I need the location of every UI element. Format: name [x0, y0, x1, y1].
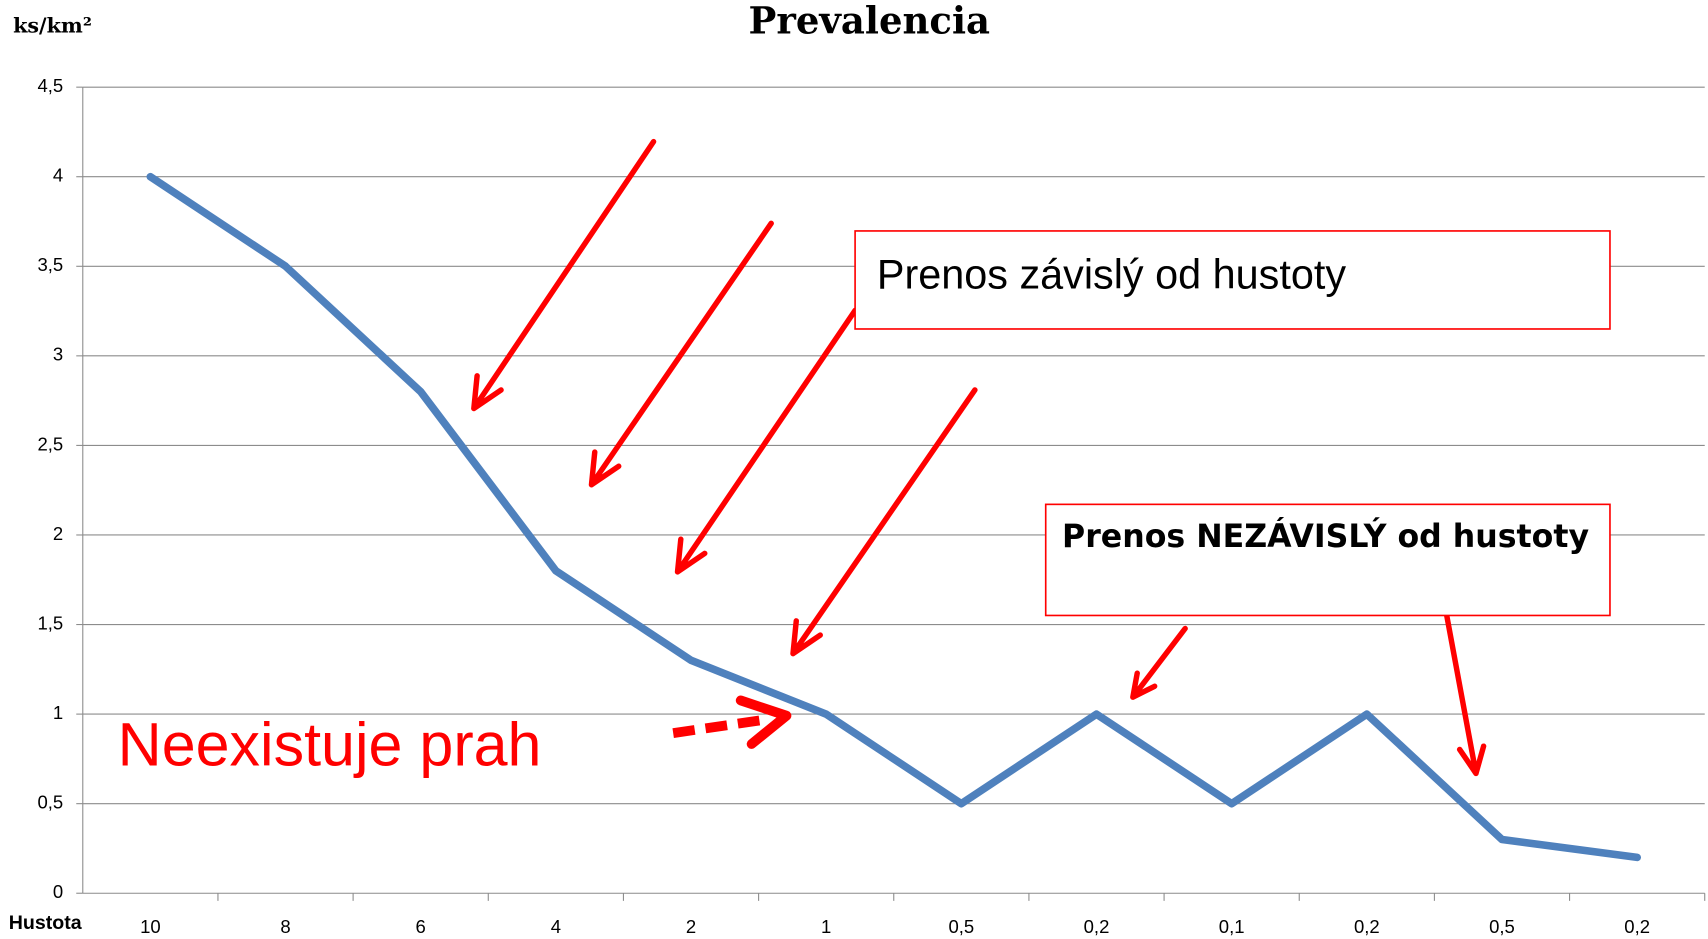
- chart-title: Prevalencia: [749, 0, 991, 42]
- arrow-head: [735, 695, 792, 749]
- series: [146, 172, 1642, 862]
- arrow: [471, 138, 657, 412]
- line: [146, 172, 1642, 862]
- arrow: [790, 387, 978, 657]
- x-tick-label: 10: [140, 916, 161, 937]
- annotation-wrap: Prenos NEZÁVISLÝ od hustoty: [1062, 517, 1590, 555]
- y-tick-label: 2: [53, 523, 63, 544]
- y-tick-label: 4: [53, 165, 63, 186]
- y-tick-label: 0: [53, 881, 63, 902]
- y-axis-label: ks/km²: [13, 14, 92, 38]
- y-tick-label: 1,5: [37, 612, 63, 633]
- y-tick-label: 2,5: [37, 433, 63, 454]
- y-tick-label: 1: [53, 702, 63, 723]
- x-tick-label: 0,1: [1219, 916, 1245, 937]
- x-tick-label: 0,2: [1084, 916, 1110, 937]
- x-tick-label: 8: [280, 916, 290, 937]
- annotation: Prenos NEZÁVISLÝ od hustoty: [1062, 517, 1590, 555]
- grid: 0 0,5 1 1,5 2 2,5 3 3,5 4 4,5 10 8 6 4 2 1 0,5 0,2 0,1 0,2 0…: [37, 75, 1706, 937]
- arrows: [471, 138, 1487, 777]
- x-tick-label: 6: [416, 916, 426, 937]
- x-tick-label: 0,5: [1489, 916, 1515, 937]
- x-axis-label: Hustota: [9, 912, 83, 934]
- arrow: [1130, 625, 1188, 700]
- y-tick-label: 3,5: [37, 254, 63, 275]
- x-tick-label: 0,5: [948, 916, 974, 937]
- y-tick-label: 3: [53, 344, 63, 365]
- x-tick-label: 0,2: [1354, 916, 1380, 937]
- arrow: [1440, 594, 1487, 777]
- arrow: [588, 220, 774, 488]
- x-tick-label: 1: [821, 916, 831, 937]
- dashed-arrow: [672, 715, 764, 738]
- x-tick-label: 2: [686, 916, 696, 937]
- y-tick-label: 4,5: [37, 75, 63, 96]
- annotation-box: [854, 230, 1611, 330]
- annotation: Neexistuje prah: [118, 711, 542, 779]
- y-tick-label: 0,5: [37, 792, 63, 813]
- x-tick-label: 4: [551, 916, 561, 937]
- x-tick-label: 0,2: [1624, 916, 1650, 937]
- annotation: Prenos závislý od hustoty: [877, 252, 1346, 298]
- annotation-box: [1044, 503, 1611, 617]
- arrow: [674, 307, 858, 575]
